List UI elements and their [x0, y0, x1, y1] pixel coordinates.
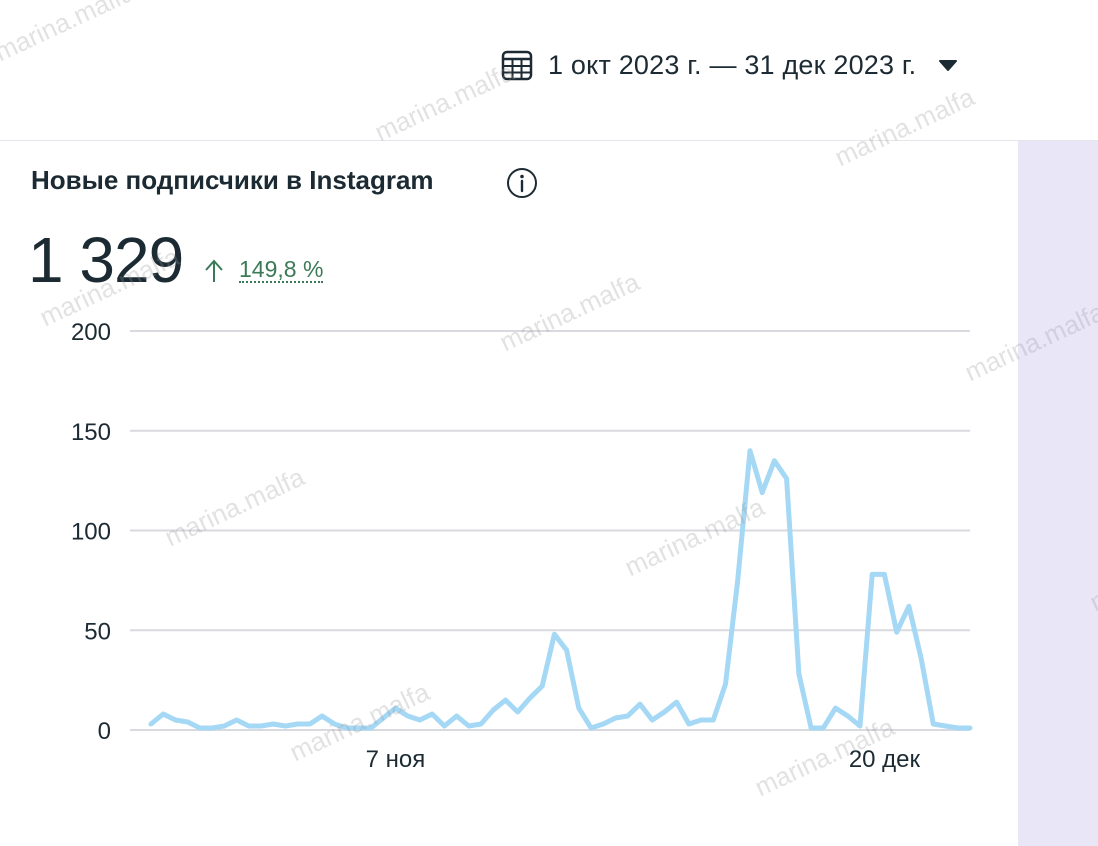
- arrow-up-icon: [205, 259, 223, 282]
- y-tick-label: 50: [84, 618, 111, 645]
- followers-line-chart: 200 150 100 50 0 7 ноя 20 дек: [71, 319, 973, 773]
- followers-card: Новые подписчики в Instagram 1 329 149,8…: [0, 141, 1018, 846]
- info-icon[interactable]: [506, 167, 538, 199]
- x-tick-label: 7 ноя: [366, 746, 426, 773]
- trend-percent[interactable]: 149,8 %: [239, 256, 324, 283]
- y-tick-label: 100: [71, 519, 111, 546]
- series-line: [148, 448, 973, 731]
- caret-down-icon[interactable]: [938, 58, 958, 72]
- y-tick-label: 200: [71, 319, 111, 346]
- date-range-picker[interactable]: 1 окт 2023 г. — 31 дек 2023 г.: [500, 44, 958, 86]
- y-tick-label: 0: [98, 718, 111, 745]
- calendar-icon: [501, 50, 533, 81]
- total-followers: 1 329: [28, 224, 184, 296]
- x-tick-label: 20 дек: [849, 746, 921, 773]
- date-range-label: 1 окт 2023 г. — 31 дек 2023 г.: [548, 49, 917, 80]
- top-bar: 1 окт 2023 г. — 31 дек 2023 г.: [0, 0, 1098, 141]
- card-title: Новые подписчики в Instagram: [31, 165, 434, 195]
- side-panel: [1018, 141, 1098, 846]
- y-tick-label: 150: [71, 419, 111, 446]
